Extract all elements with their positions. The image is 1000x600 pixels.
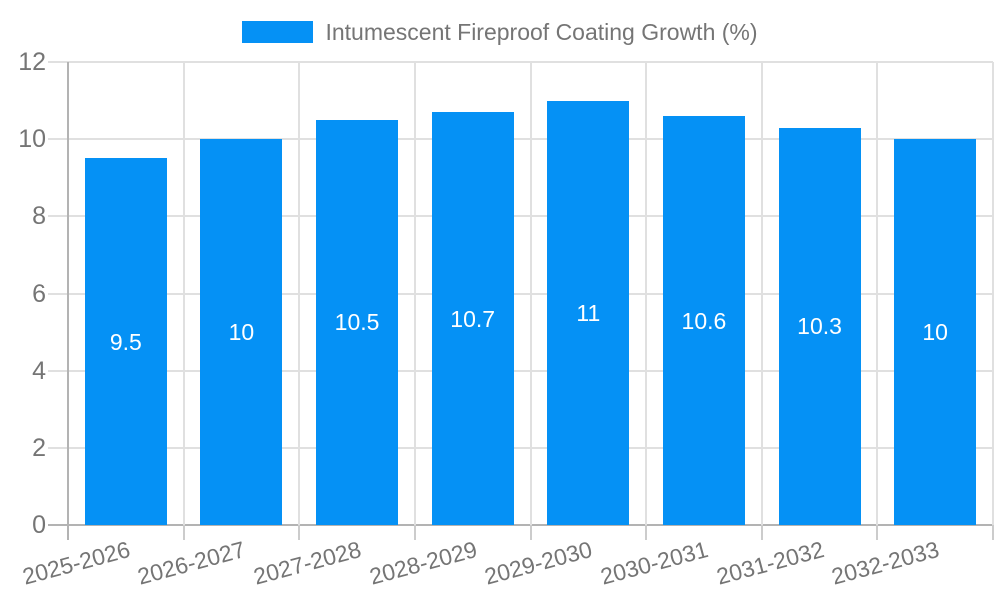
bar-value-label: 10 xyxy=(228,319,255,346)
y-gridline xyxy=(48,446,993,449)
y-gridline xyxy=(48,369,993,372)
x-tick xyxy=(413,525,416,540)
bar-value-label: 10 xyxy=(922,319,948,346)
y-axis-label: 6 xyxy=(32,279,46,308)
y-axis-label: 10 xyxy=(18,125,46,154)
x-axis-baseline xyxy=(48,524,993,526)
x-tick xyxy=(876,525,879,540)
bar-value-label: 10.3 xyxy=(797,313,842,340)
x-tick xyxy=(529,525,532,540)
x-gridline xyxy=(760,62,763,525)
legend-swatch-icon xyxy=(242,21,314,43)
x-gridline xyxy=(645,62,648,525)
y-gridline xyxy=(48,292,993,295)
x-tick xyxy=(298,525,301,540)
bar xyxy=(778,127,861,525)
y-gridline xyxy=(48,138,993,141)
y-axis-label: 12 xyxy=(18,48,46,76)
bar-value-label: 10.5 xyxy=(334,309,380,336)
x-gridline xyxy=(992,62,994,525)
y-gridline xyxy=(48,61,993,63)
bar xyxy=(547,100,630,525)
y-gridline xyxy=(48,215,993,218)
legend-label: Intumescent Fireproof Coating Growth (%) xyxy=(325,19,758,45)
x-tick xyxy=(67,525,69,540)
bar xyxy=(316,119,399,525)
bar xyxy=(894,139,977,525)
bar-value-label: 11 xyxy=(576,299,601,326)
x-gridline xyxy=(182,62,185,525)
x-gridline xyxy=(876,62,879,525)
y-axis-label: 8 xyxy=(32,202,46,231)
bar xyxy=(200,139,283,525)
bar-value-label: 9.5 xyxy=(109,328,142,355)
x-tick xyxy=(645,525,648,540)
bar xyxy=(431,112,514,525)
x-tick xyxy=(182,525,185,540)
y-axis-label: 4 xyxy=(32,356,46,385)
x-gridline xyxy=(413,62,416,525)
bar-value-label: 10.6 xyxy=(681,307,727,334)
y-axis-label: 2 xyxy=(32,433,46,462)
chart-legend: Intumescent Fireproof Coating Growth (%) xyxy=(0,18,1000,46)
bar-value-label: 10.7 xyxy=(450,305,496,332)
y-axis-label: 0 xyxy=(32,511,46,539)
x-gridline xyxy=(529,62,532,525)
bar xyxy=(662,116,745,525)
x-gridline xyxy=(298,62,301,525)
x-tick xyxy=(992,525,994,540)
bar xyxy=(84,158,167,525)
x-tick xyxy=(760,525,763,540)
y-axis-line xyxy=(67,62,69,525)
